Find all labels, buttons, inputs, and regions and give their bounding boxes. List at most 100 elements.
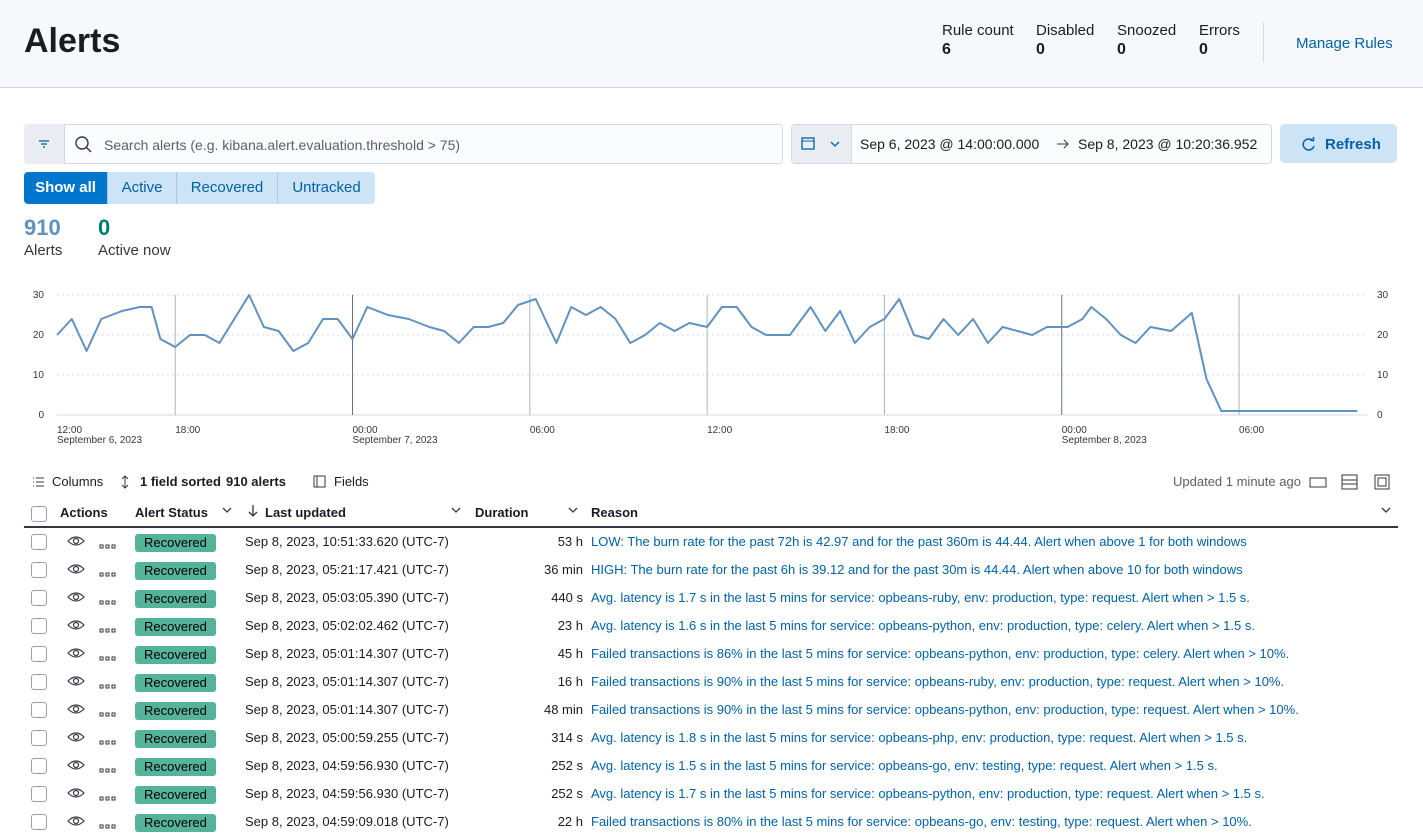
status-tab[interactable]: Untracked: [278, 172, 375, 204]
x-tick-label: 18:00: [884, 425, 909, 436]
refresh-button[interactable]: [1280, 124, 1397, 163]
checkbox[interactable]: [31, 786, 47, 802]
last-updated: Sep 8, 2023, 05:21:17.421 (UTC-7): [245, 562, 449, 577]
more-button[interactable]: [99, 566, 117, 577]
stat-label: Snoozed: [1117, 22, 1177, 39]
more-button[interactable]: [99, 706, 117, 717]
column-header[interactable]: Reason: [591, 505, 638, 520]
summary-label: Alerts: [24, 242, 63, 259]
divider: [1263, 22, 1264, 62]
checkbox[interactable]: [31, 506, 47, 522]
column-header[interactable]: Alert Status: [135, 505, 208, 520]
last-updated: Sep 8, 2023, 05:00:59.255 (UTC-7): [245, 730, 449, 745]
more-button[interactable]: [99, 622, 117, 633]
view-button[interactable]: [67, 534, 85, 548]
column-header[interactable]: Last updated: [265, 505, 346, 520]
fields-button[interactable]: Fields: [334, 474, 369, 489]
status-tab[interactable]: Recovered: [177, 172, 278, 204]
duration: 22 h: [557, 814, 583, 829]
header: [0, 0, 1423, 88]
more-button[interactable]: [99, 790, 117, 801]
sort-button[interactable]: 1 field sorted: [140, 474, 221, 489]
view-button[interactable]: [67, 646, 85, 660]
duration: 48 min: [543, 702, 583, 717]
reason-link[interactable]: Failed transactions is 86% in the last 5…: [591, 646, 1290, 661]
reason-link[interactable]: Avg. latency is 1.7 s in the last 5 mins…: [591, 590, 1250, 605]
more-button[interactable]: [99, 594, 117, 605]
manage-rules-link[interactable]: Manage Rules: [1296, 35, 1393, 52]
last-updated: Sep 8, 2023, 05:03:05.390 (UTC-7): [245, 590, 449, 605]
last-updated: Sep 8, 2023, 10:51:33.620 (UTC-7): [245, 534, 449, 549]
search-bar[interactable]: [24, 124, 783, 164]
view-button[interactable]: [67, 618, 85, 632]
view-button[interactable]: [67, 562, 85, 576]
calendar-icon: [801, 137, 840, 150]
view-button[interactable]: [67, 730, 85, 744]
alert-status-menu[interactable]: [221, 504, 233, 516]
table-row: Recovered Sep 8, 2023, 05:02:02.462 (UTC-…: [24, 612, 1398, 640]
more-button[interactable]: [99, 538, 117, 549]
status-tab[interactable]: Show all: [24, 172, 108, 204]
checkbox[interactable]: [31, 618, 47, 634]
reason-menu[interactable]: [1380, 504, 1392, 516]
status-badge: Recovered: [135, 786, 216, 804]
more-button[interactable]: [99, 650, 117, 661]
status-badge: Recovered: [135, 646, 216, 664]
checkbox[interactable]: [31, 646, 47, 662]
checkbox[interactable]: [31, 534, 47, 550]
reason-link[interactable]: Avg. latency is 1.6 s in the last 5 mins…: [591, 618, 1255, 633]
checkbox[interactable]: [31, 814, 47, 830]
reason-link[interactable]: HIGH: The burn rate for the past 6h is 3…: [591, 562, 1243, 577]
view-button[interactable]: [67, 702, 85, 716]
checkbox[interactable]: [31, 758, 47, 774]
reason-link[interactable]: Failed transactions is 80% in the last 5…: [591, 814, 1252, 829]
date-quick-menu[interactable]: [792, 125, 852, 163]
filter-button[interactable]: [24, 124, 65, 164]
reason-link[interactable]: Failed transactions is 90% in the last 5…: [591, 674, 1285, 689]
checkbox[interactable]: [31, 674, 47, 690]
date-picker[interactable]: [791, 124, 1272, 164]
columns-button[interactable]: Columns: [52, 474, 104, 489]
reason-link[interactable]: LOW: The burn rate for the past 72h is 4…: [591, 534, 1247, 549]
checkbox[interactable]: [31, 702, 47, 718]
checkbox[interactable]: [31, 590, 47, 606]
checkbox[interactable]: [31, 730, 47, 746]
column-header[interactable]: Duration: [475, 505, 529, 520]
last-updated: Sep 8, 2023, 04:59:09.018 (UTC-7): [245, 814, 449, 829]
date-end[interactable]: Sep 8, 2023 @ 10:20:36.952: [1078, 136, 1258, 152]
grid-controls[interactable]: [1309, 473, 1391, 491]
page-title: Alerts: [24, 22, 121, 60]
more-button[interactable]: [99, 818, 117, 829]
y-tick-label: 0: [38, 410, 44, 421]
view-button[interactable]: [67, 814, 85, 828]
reason-link[interactable]: Avg. latency is 1.8 s in the last 5 mins…: [591, 730, 1248, 745]
column-header[interactable]: Actions: [60, 505, 108, 520]
view-button[interactable]: [67, 674, 85, 688]
view-button[interactable]: [67, 758, 85, 772]
reason-link[interactable]: Avg. latency is 1.7 s in the last 5 mins…: [591, 786, 1265, 801]
x-day-label: September 6, 2023: [57, 435, 142, 446]
more-button[interactable]: [99, 678, 117, 689]
x-tick-label: 06:00: [1239, 425, 1264, 436]
stat-label: Errors: [1199, 22, 1240, 39]
reason-link[interactable]: Failed transactions is 90% in the last 5…: [591, 702, 1299, 717]
reason-link[interactable]: Avg. latency is 1.5 s in the last 5 mins…: [591, 758, 1218, 773]
table-row: Recovered Sep 8, 2023, 05:01:14.307 (UTC-…: [24, 640, 1398, 668]
filter-icon: [39, 140, 49, 148]
x-tick-label: 12:00: [57, 425, 82, 436]
more-button[interactable]: [99, 734, 117, 745]
view-button[interactable]: [67, 590, 85, 604]
table-header: Actions Alert Status Last updated Duration R…: [24, 500, 1398, 528]
duration-menu[interactable]: [567, 504, 579, 516]
status-badge: Recovered: [135, 590, 216, 608]
view-button[interactable]: [67, 786, 85, 800]
last-updated-menu[interactable]: [450, 504, 462, 516]
summary-value: 0: [98, 215, 111, 240]
stat-label: Rule count: [942, 22, 1014, 39]
updated-text: Updated 1 minute ago: [1173, 474, 1301, 489]
checkbox[interactable]: [31, 562, 47, 578]
status-tab[interactable]: Active: [108, 172, 177, 204]
table-row: Recovered Sep 8, 2023, 05:03:05.390 (UTC-…: [24, 584, 1398, 612]
date-start[interactable]: Sep 6, 2023 @ 14:00:00.000: [860, 136, 1040, 152]
more-button[interactable]: [99, 762, 117, 773]
